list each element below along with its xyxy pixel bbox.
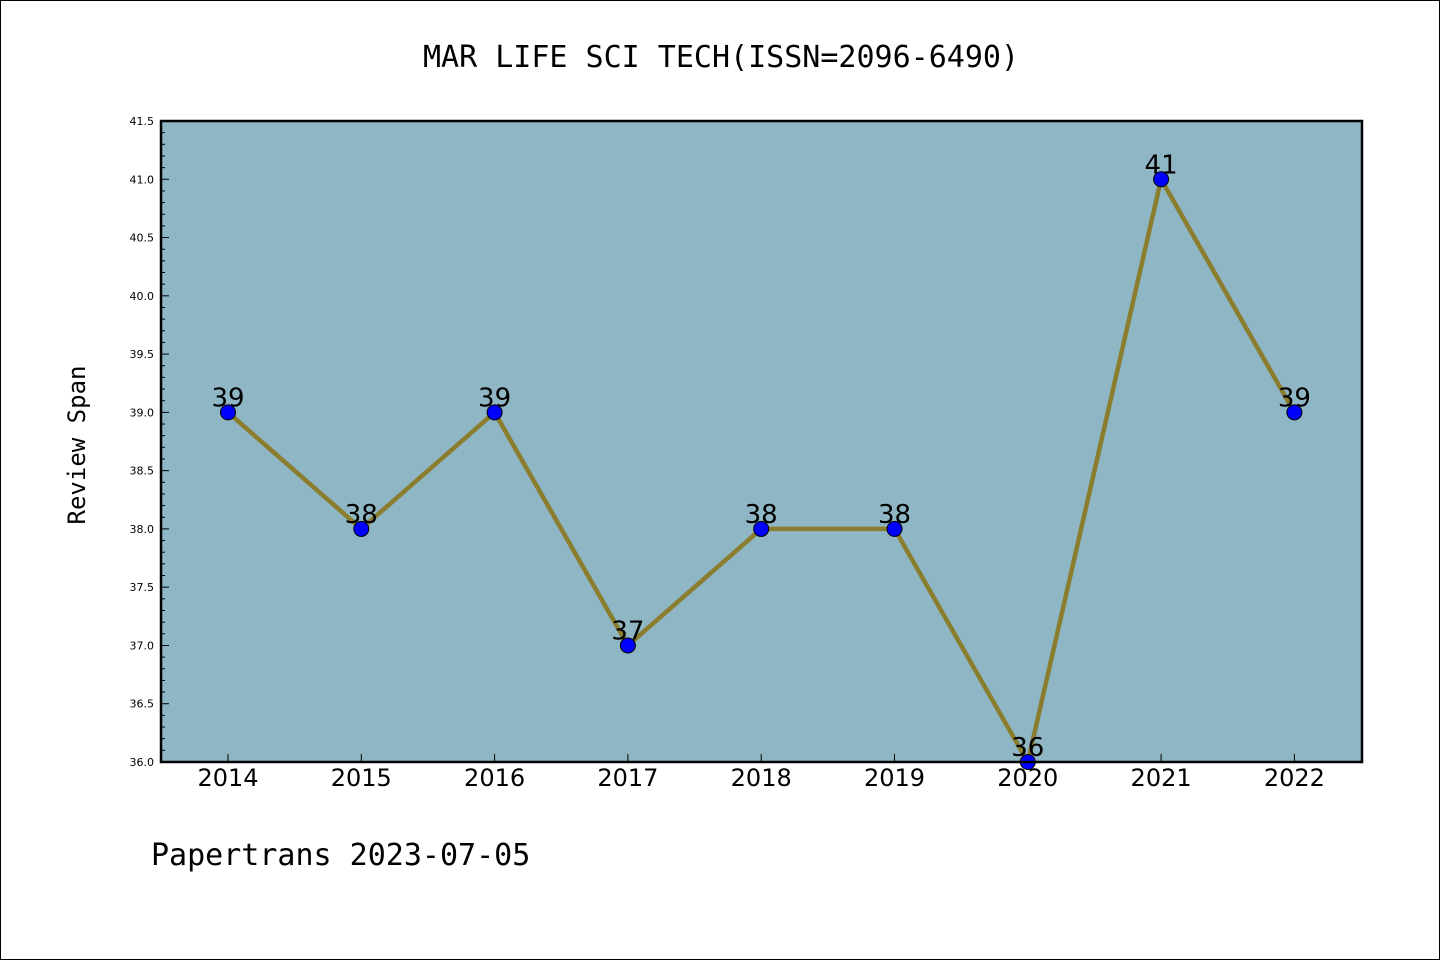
x-tick-label: 2017 xyxy=(597,764,658,792)
data-label: 37 xyxy=(611,616,644,646)
plot-area xyxy=(161,121,1362,762)
y-tick-label: 41.5 xyxy=(130,115,155,128)
data-point xyxy=(886,520,903,537)
data-point xyxy=(353,520,370,537)
data-label: 38 xyxy=(878,500,911,530)
data-point xyxy=(220,404,236,421)
data-point xyxy=(1153,171,1170,188)
data-point xyxy=(753,520,770,537)
y-tick-label: 41.0 xyxy=(130,173,155,186)
data-label: 39 xyxy=(478,383,511,413)
data-label: 41 xyxy=(1145,150,1178,180)
data-label: 39 xyxy=(1278,383,1311,413)
y-tick-label: 37.0 xyxy=(130,639,155,652)
x-tick-label: 2022 xyxy=(1264,764,1325,792)
data-point xyxy=(1286,404,1303,421)
x-tick-label: 2014 xyxy=(197,764,258,792)
plot-border xyxy=(159,119,1364,764)
y-tick-label: 36.0 xyxy=(130,756,155,769)
y-tick-label: 40.0 xyxy=(130,290,155,303)
y-tick-label: 37.5 xyxy=(130,581,155,594)
y-tick-label: 36.5 xyxy=(130,698,155,711)
y-tick-label: 40.5 xyxy=(130,232,155,245)
data-label: 38 xyxy=(745,500,778,530)
x-tick-label: 2019 xyxy=(864,764,925,792)
data-label: 36 xyxy=(1011,733,1044,763)
data-label: 38 xyxy=(345,500,378,530)
y-axis: 36.0 36.5 37.0 37.5 38.0 38.5 39.0 39.5 40.0 40.5… xyxy=(130,115,169,769)
x-tick-label: 2018 xyxy=(731,764,792,792)
x-tick-label: 2015 xyxy=(331,764,392,792)
y-tick-label: 38.0 xyxy=(130,523,155,536)
x-tick-label: 2016 xyxy=(464,764,525,792)
data-label: 39 xyxy=(211,383,244,413)
footer-text: Papertrans 2023-07-05 xyxy=(151,838,530,873)
y-tick-label: 39.0 xyxy=(130,406,155,419)
y-axis-label: Review Span xyxy=(63,366,91,525)
x-axis: 2014 2015 2016 2017 2018 2019 2020 2021 2022 xyxy=(197,754,1325,792)
data-point xyxy=(486,404,503,421)
data-point xyxy=(619,637,636,654)
y-tick-label: 38.5 xyxy=(130,465,155,478)
x-tick-label: 2021 xyxy=(1131,764,1192,792)
chart-title: MAR LIFE SCI TECH(ISSN=2096-6490) xyxy=(423,40,1019,75)
data-labels: 39 38 39 37 38 38 36 41 39 xyxy=(211,150,1310,763)
data-points xyxy=(220,171,1303,770)
y-tick-label: 39.5 xyxy=(130,348,155,361)
